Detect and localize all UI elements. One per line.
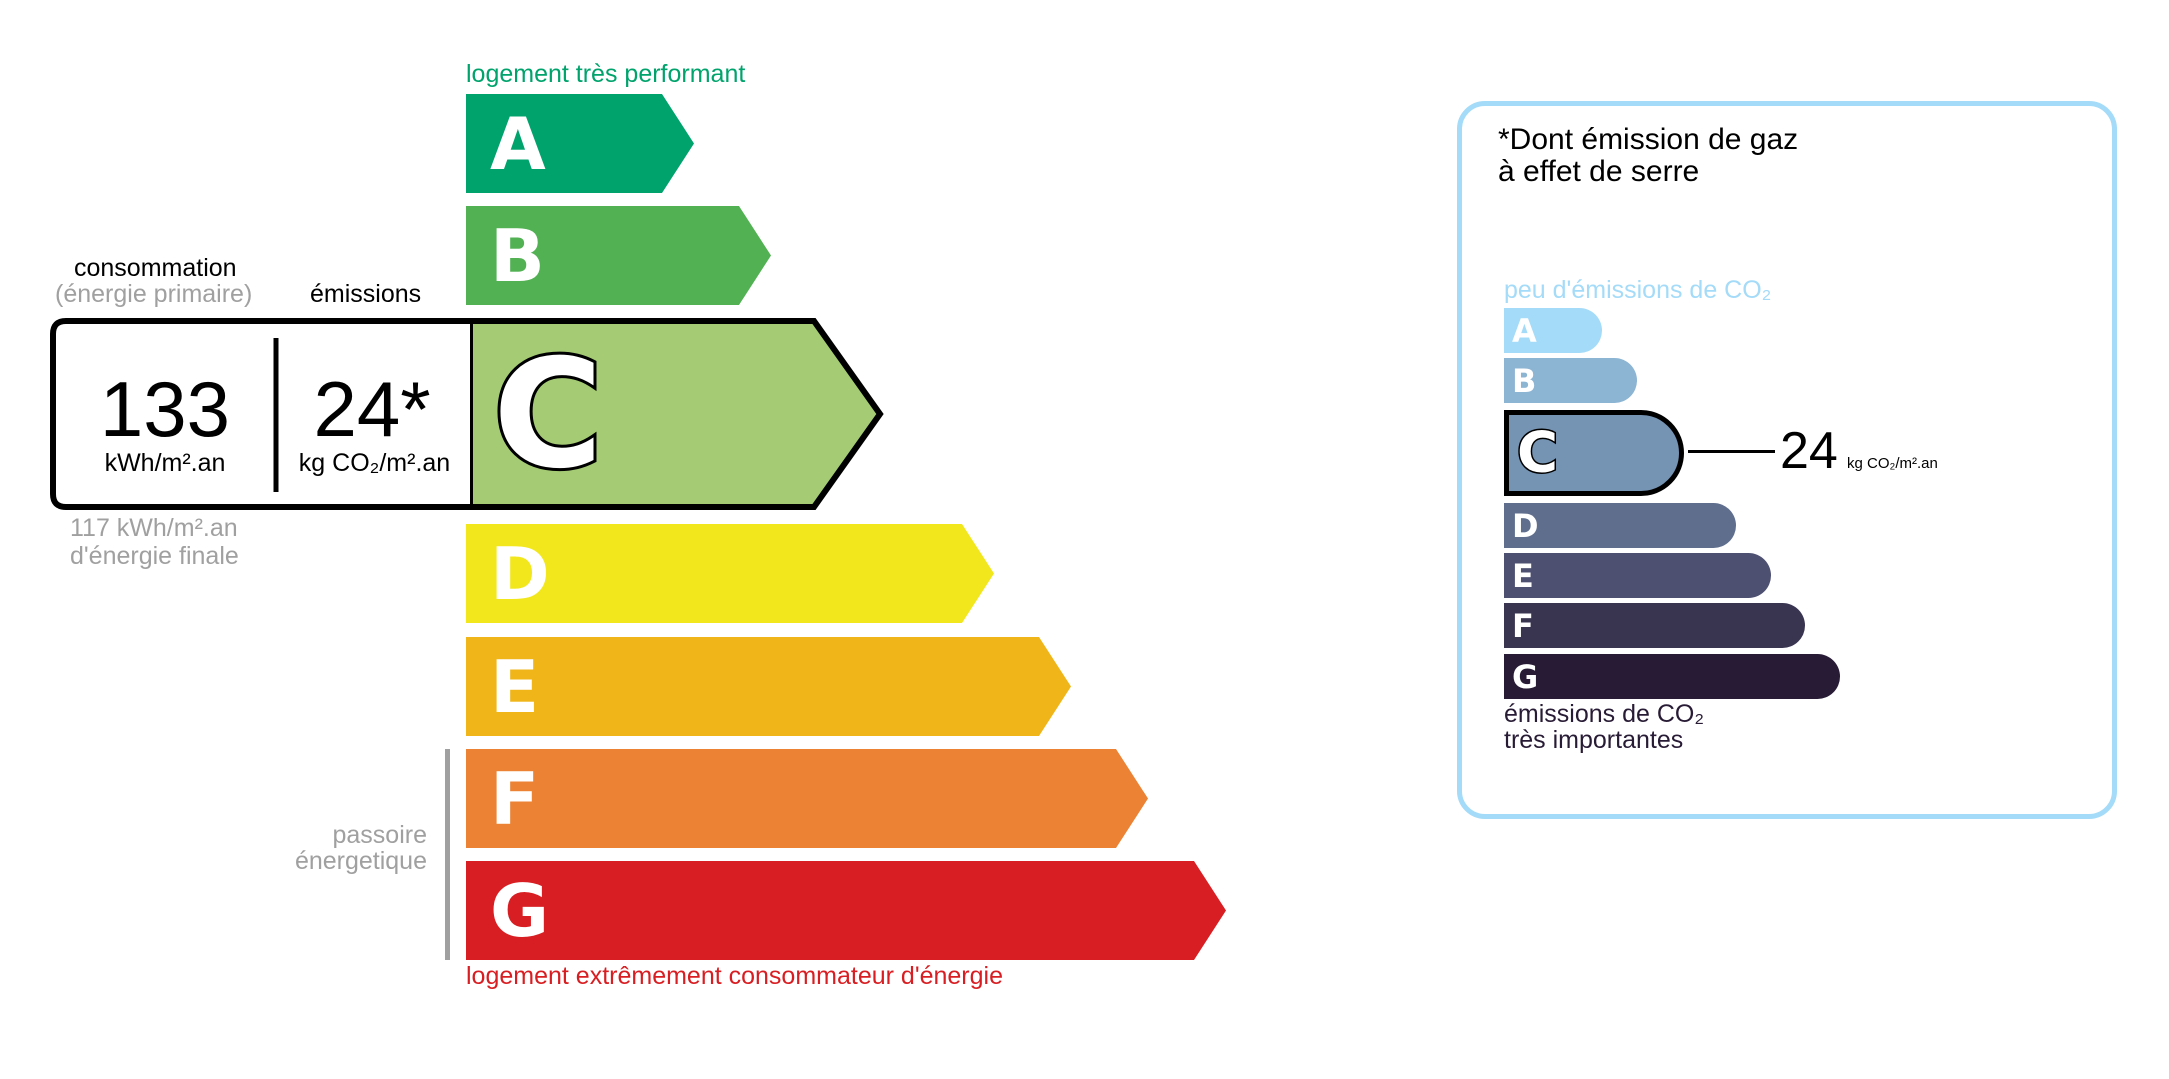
class-letter: A	[490, 101, 546, 186]
class-letter: A	[1512, 311, 1537, 350]
ghg-bottom-label-line2: très importantes	[1504, 726, 1684, 754]
energy-bottom-label: logement extrêmement consommateur d'éner…	[466, 962, 1003, 990]
emissions-header: émissions	[310, 280, 422, 308]
class-letter: F	[1512, 606, 1534, 645]
class-letter: B	[1512, 361, 1537, 400]
class-letter: G	[1512, 657, 1539, 696]
ghg-title: *Dont émission de gaz à effet de serre	[1498, 124, 1798, 188]
class-letter: D	[1512, 506, 1539, 545]
energy-class-f: F	[466, 749, 1148, 848]
class-letter: G	[490, 868, 550, 953]
value-box	[50, 318, 470, 510]
class-letter: C	[1515, 419, 1559, 487]
consumption-value: 133	[99, 365, 231, 453]
ghg-class-c-current: C	[1504, 410, 1684, 496]
energy-class-e: E	[466, 637, 1071, 736]
ghg-class-d: D	[1504, 503, 1736, 548]
energy-class-g: G	[466, 861, 1226, 960]
ghg-class-f: F	[1504, 603, 1805, 648]
energy-top-label: logement très performant	[466, 60, 746, 88]
class-letter: E	[490, 644, 540, 729]
ghg-value: 24	[1780, 422, 1838, 480]
final-energy-label: d'énergie finale	[70, 542, 239, 570]
passoire-label-line1: passoire	[332, 821, 428, 849]
energy-class-b: B	[466, 206, 771, 305]
energy-class-d: D	[466, 524, 994, 623]
class-letter: E	[1512, 556, 1534, 595]
passoire-bracket	[445, 749, 450, 960]
ghg-top-label: peu d'émissions de CO₂	[1504, 276, 1772, 304]
passoire-label: passoire énergetique	[295, 822, 427, 874]
ghg-bottom-label-line1: émissions de CO₂	[1504, 700, 1705, 728]
ghg-title-line1: *Dont émission de gaz	[1498, 123, 1799, 156]
class-letter: D	[490, 531, 550, 616]
consumption-header: consommation	[74, 254, 237, 282]
emissions-value: 24*	[313, 365, 431, 453]
ghg-class-b: B	[1504, 358, 1637, 403]
consumption-subheader: (énergie primaire)	[55, 280, 253, 308]
ghg-panel	[1457, 101, 2117, 819]
ghg-unit: kg CO₂/m².an	[1847, 455, 1938, 472]
ghg-class-e: E	[1504, 553, 1771, 598]
passoire-label-line2: énergetique	[294, 847, 427, 875]
class-letter: F	[490, 756, 540, 841]
final-energy-value: 117 kWh/m².an	[70, 514, 238, 542]
energy-class-a: A	[466, 94, 694, 193]
ghg-value-connector	[1688, 450, 1775, 453]
class-letter: B	[490, 213, 545, 298]
consumption-unit: kWh/m².an	[104, 449, 226, 477]
ghg-class-g: G	[1504, 654, 1840, 699]
ghg-title-line2: à effet de serre	[1498, 155, 1700, 188]
ghg-class-a: A	[1504, 308, 1602, 353]
ghg-bottom-label: émissions de CO₂ très importantes	[1504, 701, 1704, 753]
energy-current-class-box: C	[50, 318, 884, 510]
emissions-unit: kg CO₂/m².an	[298, 449, 451, 477]
class-letter: C	[493, 328, 603, 502]
